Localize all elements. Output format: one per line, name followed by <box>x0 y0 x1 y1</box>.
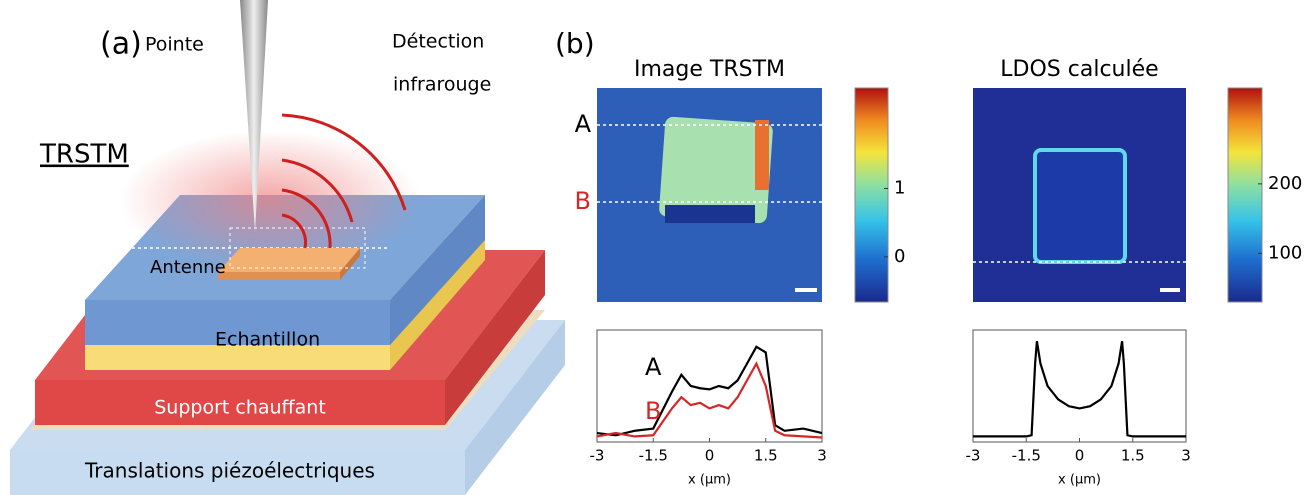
x-tick-label: -3 <box>590 447 605 465</box>
profile-marker: B <box>575 187 591 215</box>
colorbar <box>1228 88 1262 302</box>
profile-marker: A <box>575 110 592 138</box>
detection-label: infrarouge <box>393 74 491 96</box>
stage-label: Translations piézoélectriques <box>84 459 375 483</box>
image-title: Image TRSTM <box>634 57 785 82</box>
x-tick-label: 0 <box>1075 447 1085 465</box>
setup-title: TRSTM <box>39 140 129 170</box>
image-title: LDOS calculée <box>1000 57 1158 82</box>
series-label: B <box>645 397 661 425</box>
panel-label: (a) <box>100 27 142 62</box>
x-tick-label: 1.5 <box>754 447 778 465</box>
series-label: A <box>645 353 662 381</box>
colorbar-tick-label: 100 <box>1268 242 1302 263</box>
colorbar-tick-label: 1 <box>894 178 905 199</box>
figure: (a) Pointe Détection infrarouge TRSTM An… <box>0 0 1310 495</box>
colorbar <box>855 88 888 302</box>
x-tick-label: 0 <box>705 447 715 465</box>
plot-frame <box>973 330 1186 442</box>
tip-label: Pointe <box>145 34 204 56</box>
x-tick-label: 1.5 <box>1121 447 1145 465</box>
x-tick-label: -1.5 <box>1012 447 1041 465</box>
plot-frame <box>597 330 822 442</box>
colorbar-tick-label: 0 <box>894 246 905 267</box>
sample-label: Echantillon <box>215 329 320 351</box>
x-tick-label: 3 <box>1181 447 1191 465</box>
x-axis-label: x (µm) <box>688 473 731 488</box>
x-axis-label: x (µm) <box>1058 473 1101 488</box>
heater-label: Support chauffant <box>154 397 326 419</box>
trstm-image <box>597 88 822 302</box>
x-tick-label: -3 <box>966 447 981 465</box>
detection-label: Détection <box>392 31 484 53</box>
antenna-label: Antenne <box>150 257 226 278</box>
ldos-image <box>973 88 1186 302</box>
x-tick-label: -1.5 <box>639 447 668 465</box>
panel-label: (b) <box>555 27 595 60</box>
x-tick-label: 3 <box>817 447 827 465</box>
colorbar-tick-label: 200 <box>1268 173 1302 194</box>
